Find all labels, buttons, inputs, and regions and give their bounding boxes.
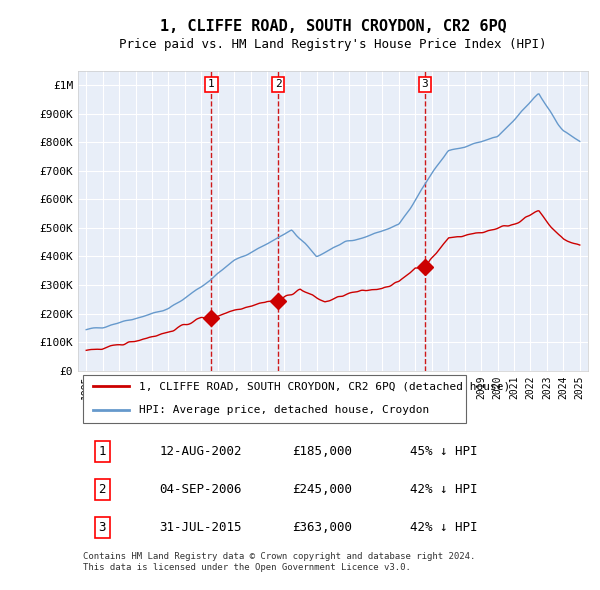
Text: HPI: Average price, detached house, Croydon: HPI: Average price, detached house, Croy… — [139, 405, 430, 415]
Text: Price paid vs. HM Land Registry's House Price Index (HPI): Price paid vs. HM Land Registry's House … — [119, 38, 547, 51]
Text: 42% ↓ HPI: 42% ↓ HPI — [409, 521, 477, 534]
Text: £245,000: £245,000 — [292, 483, 352, 496]
Text: 1, CLIFFE ROAD, SOUTH CROYDON, CR2 6PQ (detached house): 1, CLIFFE ROAD, SOUTH CROYDON, CR2 6PQ (… — [139, 381, 511, 391]
Text: 04-SEP-2006: 04-SEP-2006 — [160, 483, 242, 496]
Text: 12-AUG-2002: 12-AUG-2002 — [160, 445, 242, 458]
Text: 3: 3 — [421, 79, 428, 89]
Text: 3: 3 — [98, 521, 106, 534]
FancyBboxPatch shape — [83, 375, 466, 423]
Text: 2: 2 — [275, 79, 281, 89]
Text: 1: 1 — [208, 79, 215, 89]
Text: 31-JUL-2015: 31-JUL-2015 — [160, 521, 242, 534]
Text: 1, CLIFFE ROAD, SOUTH CROYDON, CR2 6PQ: 1, CLIFFE ROAD, SOUTH CROYDON, CR2 6PQ — [160, 19, 506, 34]
Text: 45% ↓ HPI: 45% ↓ HPI — [409, 445, 477, 458]
Text: 1: 1 — [98, 445, 106, 458]
Text: 2: 2 — [98, 483, 106, 496]
Text: £185,000: £185,000 — [292, 445, 352, 458]
Text: 42% ↓ HPI: 42% ↓ HPI — [409, 483, 477, 496]
Text: Contains HM Land Registry data © Crown copyright and database right 2024.
This d: Contains HM Land Registry data © Crown c… — [83, 552, 475, 572]
Text: £363,000: £363,000 — [292, 521, 352, 534]
